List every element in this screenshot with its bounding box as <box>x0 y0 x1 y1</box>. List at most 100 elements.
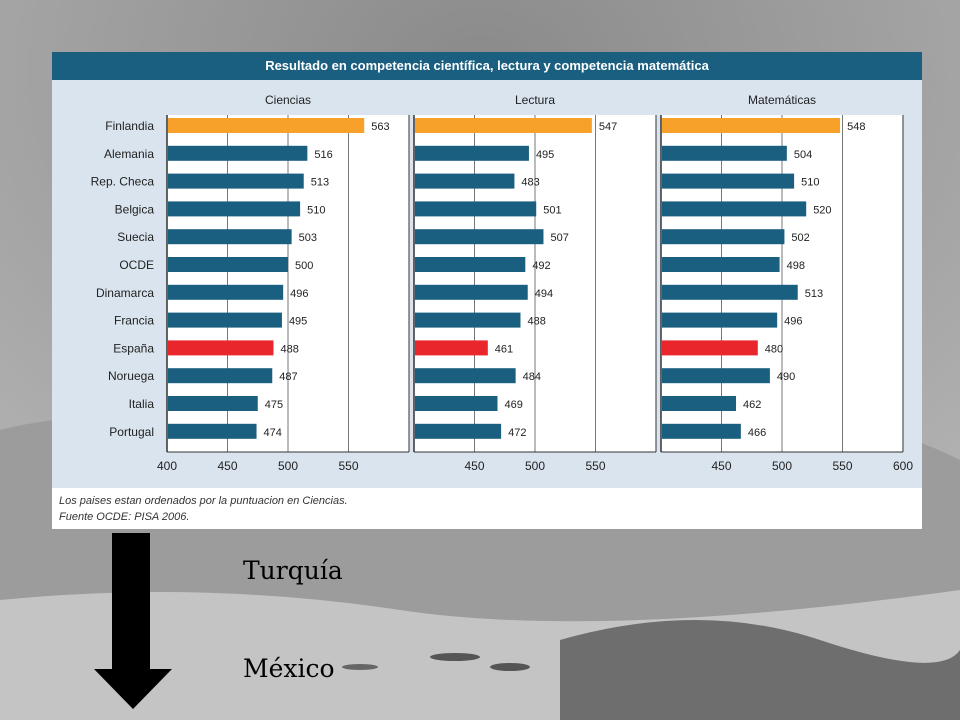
data-label: 510 <box>307 204 325 216</box>
bar <box>662 257 780 272</box>
bar <box>415 229 544 245</box>
data-label: 474 <box>264 427 282 439</box>
data-label: 495 <box>289 316 307 328</box>
data-label: 472 <box>508 427 526 439</box>
category-label: Rep. Checa <box>91 175 155 189</box>
panel-header: Ciencias <box>265 93 311 107</box>
data-label: 513 <box>311 177 329 189</box>
data-label: 513 <box>805 288 823 300</box>
data-label: 488 <box>527 316 545 328</box>
tick-label: 400 <box>157 459 177 473</box>
bar <box>415 118 592 133</box>
bar <box>168 368 273 384</box>
bar <box>168 118 365 133</box>
category-label: España <box>113 341 154 355</box>
category-label: Dinamarca <box>96 286 154 300</box>
data-label: 563 <box>371 121 389 133</box>
bar <box>662 173 795 189</box>
bar <box>168 173 304 189</box>
note-source: Fuente OCDE: PISA 2006. <box>59 511 190 523</box>
tick-label: 550 <box>338 459 358 473</box>
tick-label: 450 <box>711 459 731 473</box>
category-label: Suecia <box>117 230 154 244</box>
down-arrow-icon <box>94 533 172 709</box>
grid-layer <box>166 115 904 453</box>
data-label: 461 <box>495 343 513 355</box>
category-label: Alemania <box>104 147 154 161</box>
tick-label: 550 <box>832 459 852 473</box>
category-label: Francia <box>114 314 154 328</box>
bar <box>415 368 516 384</box>
tick-label: 600 <box>893 459 913 473</box>
bar <box>168 201 301 217</box>
tick-label: 500 <box>772 459 792 473</box>
category-label: Portugal <box>109 425 154 439</box>
bar <box>415 396 498 411</box>
chart-notes: Los paises estan ordenados por la puntua… <box>52 488 922 529</box>
bar <box>415 340 488 356</box>
bar <box>168 284 284 300</box>
panel-header: Lectura <box>515 93 555 107</box>
bar <box>415 423 502 439</box>
bar <box>662 423 741 439</box>
bar <box>662 284 798 300</box>
data-label: 495 <box>536 149 554 161</box>
data-label: 500 <box>295 260 313 272</box>
bar <box>662 201 807 217</box>
bar <box>662 118 841 133</box>
data-label: 503 <box>299 232 317 244</box>
data-label: 466 <box>748 427 766 439</box>
data-label: 520 <box>813 204 831 216</box>
data-label: 516 <box>314 149 332 161</box>
bar <box>168 423 257 439</box>
category-label: Italia <box>129 397 155 411</box>
tick-label: 500 <box>525 459 545 473</box>
data-label: 507 <box>550 232 568 244</box>
bar <box>415 284 528 300</box>
tick-label: 550 <box>585 459 605 473</box>
data-label: 490 <box>777 371 795 383</box>
bar <box>415 173 515 189</box>
label-layer: Finlandia Alemania Rep. Checa Belgica Suecia… <box>91 93 914 473</box>
bar <box>662 145 787 161</box>
data-label: 548 <box>847 121 865 133</box>
chart-figure: Finlandia Alemania Rep. Checa Belgica Suecia… <box>52 52 922 529</box>
bar <box>168 340 274 356</box>
data-label: 488 <box>280 343 298 355</box>
data-label: 483 <box>521 177 539 189</box>
data-label: 504 <box>794 149 812 161</box>
data-label: 498 <box>787 260 805 272</box>
data-label: 484 <box>523 371 541 383</box>
data-label: 496 <box>784 316 802 328</box>
bar <box>168 396 258 411</box>
bar-layer <box>168 118 841 439</box>
data-label: 547 <box>599 121 617 133</box>
bar <box>168 229 292 245</box>
data-label: 496 <box>290 288 308 300</box>
panel-header: Matemáticas <box>748 93 816 107</box>
category-label: Belgica <box>115 202 155 216</box>
note-ordering: Los paises estan ordenados por la puntua… <box>59 495 348 507</box>
bar <box>415 145 529 161</box>
data-label: 475 <box>265 399 283 411</box>
bar <box>168 257 288 272</box>
category-label: Noruega <box>108 369 154 383</box>
category-label: OCDE <box>119 258 154 272</box>
bar <box>168 312 282 328</box>
data-label: 502 <box>791 232 809 244</box>
data-label: 494 <box>535 288 553 300</box>
bar <box>415 257 526 272</box>
bar <box>415 201 537 217</box>
bar-chart: Finlandia Alemania Rep. Checa Belgica Suecia… <box>91 93 914 473</box>
bar <box>662 229 785 245</box>
caption-turquia: Turquía <box>243 556 343 585</box>
tick-label: 500 <box>278 459 298 473</box>
data-label: 510 <box>801 177 819 189</box>
data-label: 462 <box>743 399 761 411</box>
data-label: 492 <box>532 260 550 272</box>
data-label: 487 <box>279 371 297 383</box>
bar <box>168 145 308 161</box>
data-label: 480 <box>765 343 783 355</box>
tick-label: 450 <box>217 459 237 473</box>
data-label: 501 <box>543 204 561 216</box>
